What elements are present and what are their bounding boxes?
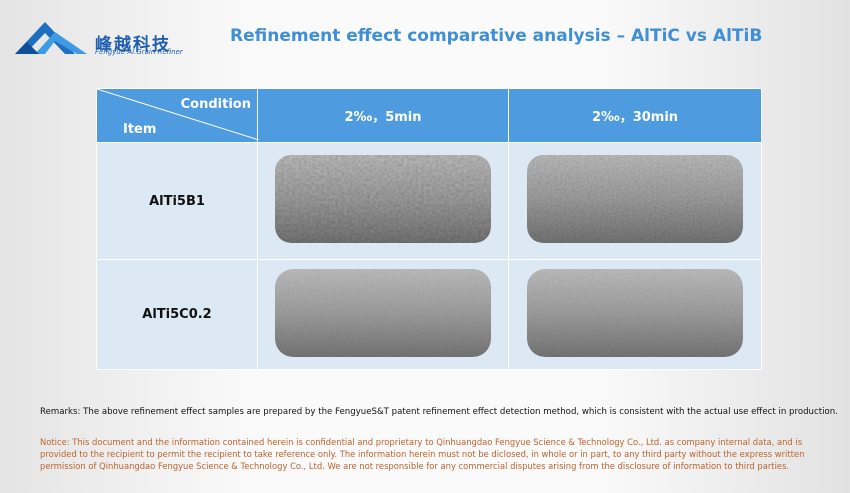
column-header: 2‰，30min bbox=[508, 88, 762, 143]
sample-cell bbox=[508, 259, 762, 370]
notice: Notice: This document and the informatio… bbox=[40, 437, 805, 471]
corner-cell: Condition Item bbox=[96, 88, 259, 143]
title: Refinement effect comparative analysis –… bbox=[230, 26, 763, 46]
logo-subtext: Fengyue Al.Grain Refiner bbox=[95, 48, 183, 56]
row-header: AlTi5C0.2 bbox=[96, 259, 258, 370]
sample-image bbox=[527, 155, 743, 243]
sample-image bbox=[527, 268, 743, 357]
sample-cell bbox=[257, 259, 509, 370]
sample-image bbox=[275, 155, 491, 243]
remarks: Remarks: The above refinement effect sam… bbox=[40, 407, 838, 417]
corner-top: Condition bbox=[180, 97, 251, 112]
column-header: 2‰，5min bbox=[257, 88, 509, 143]
sample-cell bbox=[508, 142, 762, 260]
row-header: AlTi5B1 bbox=[96, 142, 258, 260]
sample-cell bbox=[257, 142, 509, 260]
logo-mark bbox=[15, 22, 87, 54]
sample-image bbox=[275, 268, 491, 357]
comparison-table: Condition Item 2‰，5min 2‰，30min AlTi5B1 … bbox=[96, 88, 762, 370]
logo-text: 峰越科技 bbox=[95, 35, 171, 55]
corner-bottom: Item bbox=[123, 122, 157, 137]
